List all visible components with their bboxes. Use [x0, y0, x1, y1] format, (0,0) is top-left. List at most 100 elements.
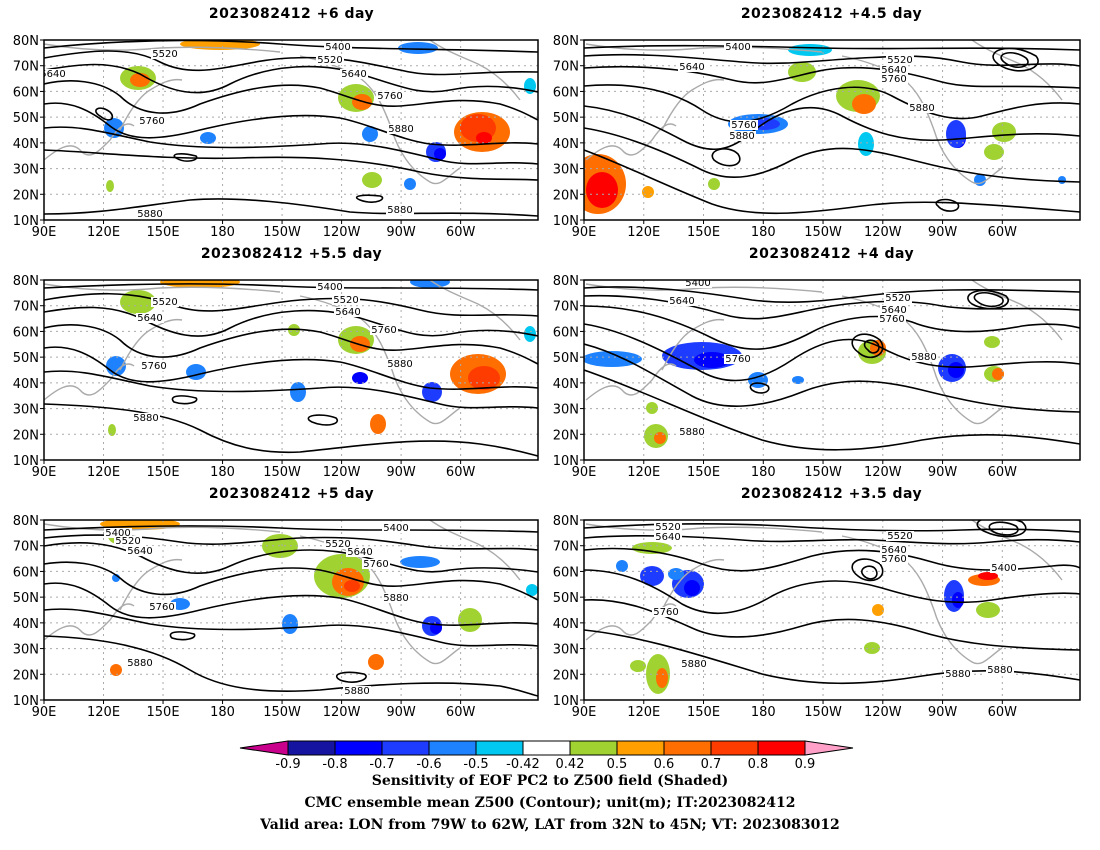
- contour-label: 5640: [655, 532, 680, 543]
- lon-tick-label: 180: [210, 465, 235, 480]
- lon-tick-label: 120E: [87, 465, 120, 480]
- z500-contour: [988, 521, 1019, 536]
- sensitivity-shade: [852, 94, 876, 114]
- contour-label-bg: [880, 545, 908, 555]
- z500-contour: [935, 198, 960, 212]
- contour-label: 5760: [879, 314, 904, 325]
- lat-tick-label: 70N: [13, 300, 39, 315]
- z500-contour: [44, 582, 538, 626]
- contour-label: 5520: [885, 293, 910, 304]
- coastline: [429, 520, 521, 581]
- lon-tick-label: 60W: [446, 705, 476, 720]
- lon-tick-label: 90E: [572, 225, 597, 240]
- lat-tick-label: 30N: [553, 163, 579, 178]
- sensitivity-shade: [398, 42, 438, 54]
- panel-title: 2023082412 +4 day: [748, 246, 915, 262]
- colorbar-swatch: [710, 740, 759, 756]
- lat-tick-label: 80N: [553, 514, 579, 529]
- colorbar-tick-label: -0.5: [463, 757, 488, 771]
- lat-tick-label: 40N: [553, 377, 579, 392]
- contour-label: 5640: [40, 69, 65, 80]
- colorbar-tick-label: -0.42: [506, 757, 540, 771]
- z500-contour: [44, 635, 538, 697]
- contour-label: 5760: [139, 116, 164, 127]
- contour-label: 5760: [141, 361, 166, 372]
- lon-tick-label: 180: [210, 225, 235, 240]
- lat-tick-label: 60N: [13, 85, 39, 100]
- lon-tick-label: 90W: [928, 225, 958, 240]
- contour-label: 5640: [881, 305, 906, 316]
- contour-label: 5880: [388, 124, 413, 135]
- lat-tick-label: 80N: [553, 274, 579, 289]
- lat-tick-label: 70N: [13, 540, 39, 555]
- z500-contour: [584, 369, 1080, 451]
- map-content: 5400 5520 5640 5640 5520 5760 5760 5880 5880 5880: [40, 40, 538, 220]
- lat-tick-label: 50N: [553, 111, 579, 126]
- lon-tick-label: 90E: [32, 465, 57, 480]
- contour-label-bg: [678, 427, 706, 437]
- z500-contour: [992, 47, 1039, 72]
- contour-label-bg: [654, 532, 682, 542]
- panel-title: 2023082412 +5 day: [208, 486, 375, 502]
- contour-label-bg: [126, 658, 154, 668]
- z500-contour: [44, 525, 538, 533]
- lat-tick-label: 20N: [13, 428, 39, 443]
- z500-contour: [863, 339, 880, 354]
- sensitivity-shade: [974, 174, 986, 186]
- colorbar-tick-label: 0.8: [748, 757, 769, 771]
- contour-label-bg: [986, 665, 1014, 675]
- lon-tick-label: 120E: [87, 705, 120, 720]
- z500-contour: [584, 569, 1080, 615]
- z500-contour: [355, 194, 384, 203]
- colorbar-swatch: [428, 740, 477, 756]
- contour-label-bg: [678, 62, 706, 72]
- lon-tick-label: 180: [751, 705, 776, 720]
- contour-label-bg: [382, 593, 410, 603]
- contour-label-bg: [104, 528, 132, 538]
- sensitivity-shade: [130, 73, 150, 87]
- lat-tick-label: 80N: [13, 34, 39, 49]
- lat-tick-label: 60N: [553, 565, 579, 580]
- coastline: [44, 43, 281, 53]
- contour-label: 5760: [725, 354, 750, 365]
- z500-contour: [44, 283, 538, 291]
- footer-line-1: Sensitivity of EOF PC2 to Z500 field (Sh…: [371, 773, 729, 789]
- contour-label: 5520: [317, 55, 342, 66]
- lat-tick-label: 30N: [13, 163, 39, 178]
- lon-tick-label: 120W: [323, 225, 361, 240]
- sensitivity-shade: [984, 144, 1004, 160]
- lat-tick-label: 10N: [13, 454, 39, 469]
- colorbar-extend-max: [804, 740, 854, 756]
- sensitivity-shade: [992, 122, 1016, 142]
- colorbar-tick-label: -0.7: [369, 757, 394, 771]
- lat-tick-label: 10N: [13, 694, 39, 709]
- lon-tick-label: 150E: [147, 225, 180, 240]
- contour-label: 5760: [377, 91, 402, 102]
- contour-label-bg: [724, 354, 752, 364]
- contour-label-bg: [668, 296, 696, 306]
- lat-tick-label: 50N: [553, 591, 579, 606]
- z500-contour: [584, 323, 1080, 382]
- panel-title: 2023082412 +6 day: [208, 6, 375, 22]
- map-panel-5day: 2023082412 +5 day 5400 5520 5640 5400 5520 56…: [0, 480, 550, 720]
- sensitivity-shade: [792, 376, 804, 384]
- lon-tick-label: 150E: [687, 225, 720, 240]
- z500-contour: [749, 382, 770, 394]
- contour-label-bg: [386, 205, 414, 215]
- contour-label-bg: [151, 49, 179, 59]
- lon-tick-label: 150E: [147, 705, 180, 720]
- contour-label-bg: [332, 295, 360, 305]
- lat-tick-label: 50N: [553, 351, 579, 366]
- contour-label: 5880: [945, 669, 970, 680]
- contour-label: 5880: [679, 427, 704, 438]
- lat-tick-label: 30N: [13, 403, 39, 418]
- z500-contour: [173, 153, 198, 162]
- contour-label: 5400: [325, 42, 350, 53]
- sensitivity-shade: [632, 542, 672, 554]
- colorbar: -0.9 -0.8 -0.7 -0.6 -0.5 -0.42 0.42 0.5 0.6 0.7 0.…: [239, 740, 854, 771]
- plot-frame: [583, 39, 1081, 221]
- contour-label-bg: [362, 559, 390, 569]
- lon-tick-label: 60W: [446, 465, 476, 480]
- contour-label: 5520: [333, 295, 358, 306]
